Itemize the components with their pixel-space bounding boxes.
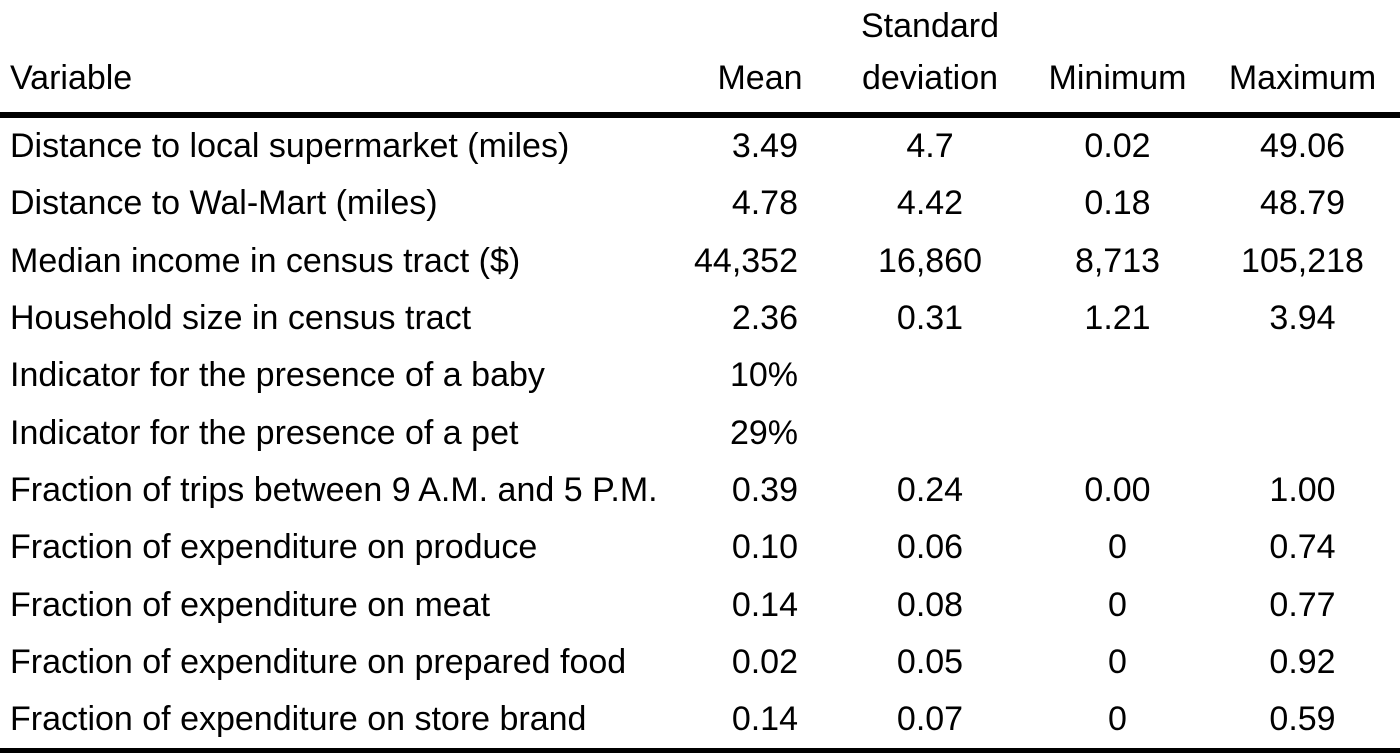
cell-min: 0 — [1108, 585, 1127, 624]
table-body: Distance to local supermarket (miles) 3.… — [0, 115, 1400, 753]
cell-min: 0 — [1030, 690, 1205, 753]
cell-variable: Fraction of trips between 9 A.M. and 5 P… — [10, 470, 658, 509]
cell-min: 1.21 — [1084, 299, 1151, 338]
cell-max: 1.00 — [1269, 470, 1336, 509]
cell-sd: 4.42 — [896, 184, 964, 223]
cell-max: 0.77 — [1269, 585, 1336, 624]
table-row: Fraction of expenditure on produce 0.10 … — [0, 519, 1400, 576]
cell-mean: 0.39 — [731, 470, 798, 509]
cell-max: 0.59 — [1205, 690, 1400, 753]
table-row: Household size in census tract 2.36 0.31… — [0, 290, 1400, 347]
cell-min: 0 — [1108, 642, 1127, 681]
cell-variable: Fraction of expenditure on produce — [10, 528, 538, 567]
cell-mean: 0.02 — [731, 642, 798, 681]
cell-variable: Indicator for the presence of a baby — [10, 356, 545, 395]
table-row: Indicator for the presence of a baby 10% — [0, 347, 1400, 404]
cell-sd: 16,860 — [878, 241, 982, 280]
cell-mean: 29% — [729, 413, 798, 452]
header-minimum: Minimum — [1030, 0, 1205, 118]
header-sd-line2: deviation — [861, 59, 999, 97]
table-row: Fraction of expenditure on prepared food… — [0, 634, 1400, 691]
cell-variable: Household size in census tract — [10, 299, 472, 338]
cell-variable: Indicator for the presence of a pet — [10, 413, 519, 452]
cell-min: 8,713 — [1074, 241, 1161, 280]
cell-max: 48.79 — [1259, 184, 1346, 223]
cell-min — [1030, 347, 1205, 404]
cell-mean: 0.14 — [690, 690, 830, 753]
table-row: Fraction of expenditure on store brand 0… — [0, 690, 1400, 753]
cell-sd — [830, 347, 1030, 404]
cell-variable: Distance to local supermarket (miles) — [10, 127, 570, 166]
cell-sd: 0.24 — [896, 470, 964, 509]
cell-max: 0.92 — [1269, 642, 1336, 681]
table-row: Fraction of expenditure on meat 0.14 0.0… — [0, 576, 1400, 633]
cell-sd: 4.7 — [906, 127, 954, 166]
cell-sd: 0.07 — [830, 690, 1030, 753]
cell-mean: 0.10 — [731, 528, 798, 567]
cell-max — [1205, 404, 1400, 461]
header-row: Variable Mean Standard deviation Minimum… — [0, 0, 1400, 118]
header-mean: Mean — [690, 0, 830, 118]
cell-mean: 0.14 — [731, 585, 798, 624]
table-row: Distance to Wal-Mart (miles) 4.78 4.42 0… — [0, 175, 1400, 232]
cell-max: 3.94 — [1269, 299, 1336, 338]
cell-variable: Fraction of expenditure on store brand — [0, 690, 690, 753]
cell-sd — [830, 404, 1030, 461]
table-row: Fraction of trips between 9 A.M. and 5 P… — [0, 462, 1400, 519]
header-standard-deviation: Standard deviation — [830, 0, 1030, 118]
header-maximum: Maximum — [1205, 0, 1400, 118]
cell-mean: 10% — [729, 356, 798, 395]
cell-min: 0.00 — [1084, 470, 1151, 509]
header-variable: Variable — [0, 0, 690, 118]
cell-mean: 4.78 — [731, 184, 798, 223]
table-row: Indicator for the presence of a pet 29% — [0, 404, 1400, 461]
header-sd-line1: Standard — [861, 7, 999, 45]
cell-min: 0 — [1108, 528, 1127, 567]
table-header: Variable Mean Standard deviation Minimum… — [0, 0, 1400, 118]
cell-mean: 2.36 — [731, 299, 798, 338]
table-row: Median income in census tract ($) 44,352… — [0, 233, 1400, 290]
cell-sd: 0.06 — [896, 528, 964, 567]
cell-mean: 3.49 — [731, 127, 798, 166]
cell-min — [1030, 404, 1205, 461]
cell-sd: 0.31 — [896, 299, 964, 338]
cell-variable: Median income in census tract ($) — [10, 241, 521, 280]
cell-sd: 0.05 — [896, 642, 964, 681]
cell-max — [1205, 347, 1400, 404]
cell-variable: Fraction of expenditure on prepared food — [10, 642, 627, 681]
cell-sd: 0.08 — [896, 585, 964, 624]
table-row: Distance to local supermarket (miles) 3.… — [0, 115, 1400, 175]
cell-min: 0.02 — [1084, 127, 1151, 166]
cell-max: 49.06 — [1259, 127, 1346, 166]
cell-max: 0.74 — [1269, 528, 1336, 567]
cell-variable: Distance to Wal-Mart (miles) — [10, 184, 438, 223]
cell-variable: Fraction of expenditure on meat — [10, 585, 491, 624]
cell-max: 105,218 — [1241, 241, 1364, 280]
cell-mean: 44,352 — [694, 241, 798, 280]
cell-min: 0.18 — [1084, 184, 1151, 223]
